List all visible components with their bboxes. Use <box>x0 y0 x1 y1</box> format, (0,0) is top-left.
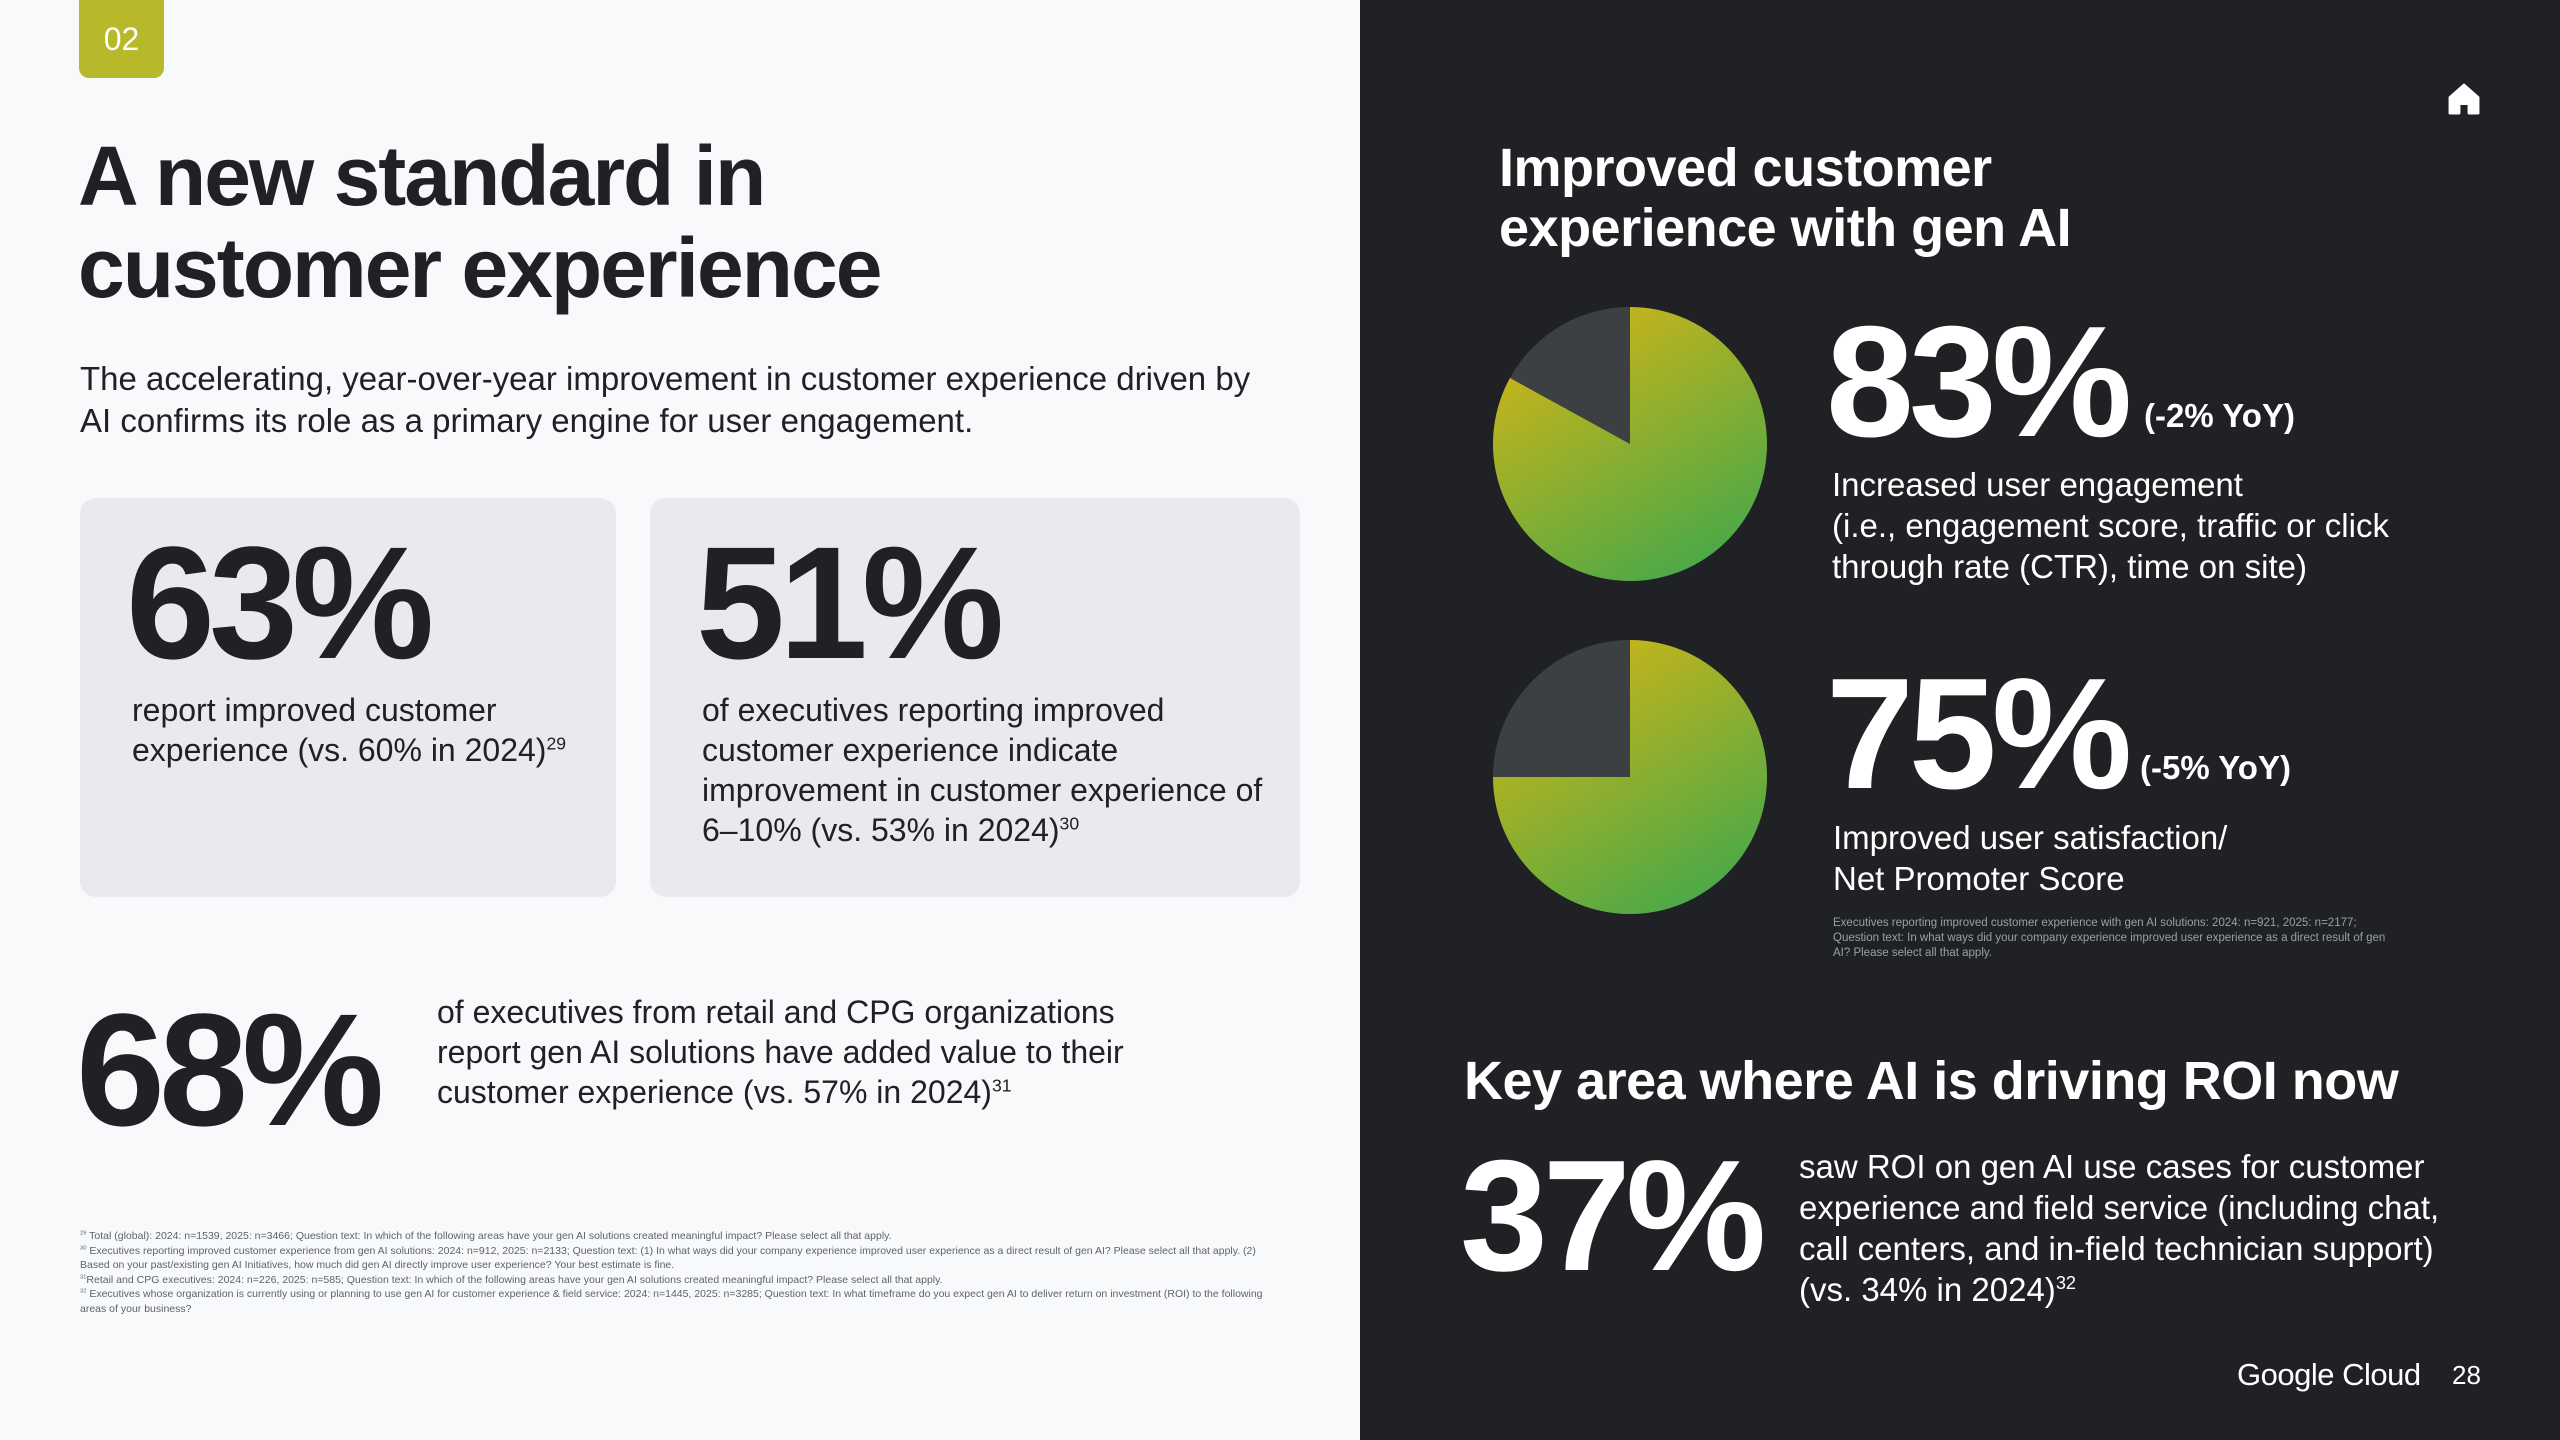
section-badge: 02 <box>79 0 164 78</box>
page-number: 28 <box>2452 1360 2481 1390</box>
right-panel: Improved customer experience with gen AI … <box>1360 0 2560 1440</box>
page-title: A new standard in customer experience <box>78 129 882 315</box>
satisfaction-desc: Improved user satisfaction/Net Promoter … <box>1833 819 2228 897</box>
footnotes: 29 Total (global): 2024: n=1539, 2025: n… <box>80 1229 1280 1317</box>
satisfaction-yoy: (-5% YoY) <box>2140 749 2291 786</box>
left-panel: 02 A new standard in customer experience… <box>76 0 1300 1317</box>
pie-value-slice <box>1493 307 1767 581</box>
pie-charts <box>1493 307 1767 914</box>
roi-title: Key area where AI is driving ROI now <box>1464 1051 2399 1111</box>
satisfaction-stat: 75% <box>1826 646 2132 822</box>
footnote: 31Retail and CPG executives: 2024: n=226… <box>80 1273 943 1286</box>
footnote-ref: 31 <box>991 1075 1012 1096</box>
stat-card-51: 51% of executives reporting improved cus… <box>650 498 1300 897</box>
roi-stat: 37% <box>1460 1128 1766 1304</box>
engagement-desc: Increased user engagement (i.e., engageme… <box>1832 466 2389 585</box>
stat-card-63: 63% report improved customer experience … <box>80 498 616 897</box>
right-title: Improved customer experience with gen AI <box>1499 138 2072 258</box>
stat-text-body: of executives reporting improved custome… <box>702 692 1263 848</box>
stat-value: 51% <box>696 513 1004 692</box>
stat-text: of executives reporting improved custome… <box>702 690 1277 850</box>
stat-text: report improved customer experience (vs.… <box>132 690 592 770</box>
footnote: 29 Total (global): 2024: n=1539, 2025: n… <box>80 1230 892 1242</box>
stat-text-body: report improved customer experience (vs.… <box>132 692 547 768</box>
footnote-ref: 29 <box>546 733 567 754</box>
subtitle: The accelerating, year-over-year improve… <box>80 360 1251 439</box>
retail-stat-body: of executives from retail and CPG organi… <box>437 994 1124 1110</box>
retail-stat-value: 68% <box>76 980 384 1159</box>
google-cloud-logo: Google Cloud <box>2237 1357 2421 1392</box>
footnote-ref: 30 <box>1059 813 1080 834</box>
stat-value: 63% <box>126 513 434 692</box>
title-line: A new standard in <box>78 129 766 223</box>
retail-stat-text: of executives from retail and CPG organi… <box>437 992 1167 1112</box>
roi-text: saw ROI on gen AI use cases for customer… <box>1799 1148 2440 1308</box>
title-line: customer experience <box>78 221 882 315</box>
chart-source: Executives reporting improved customer e… <box>1833 917 2386 959</box>
pie-value-slice <box>1493 640 1767 914</box>
footnote: 30 Executives reporting improved custome… <box>80 1244 1256 1272</box>
engagement-yoy: (-2% YoY) <box>2144 397 2295 434</box>
engagement-stat: 83% <box>1826 294 2132 470</box>
footnote: 32 Executives whose organization is curr… <box>80 1288 1263 1315</box>
home-icon[interactable] <box>2445 80 2483 118</box>
